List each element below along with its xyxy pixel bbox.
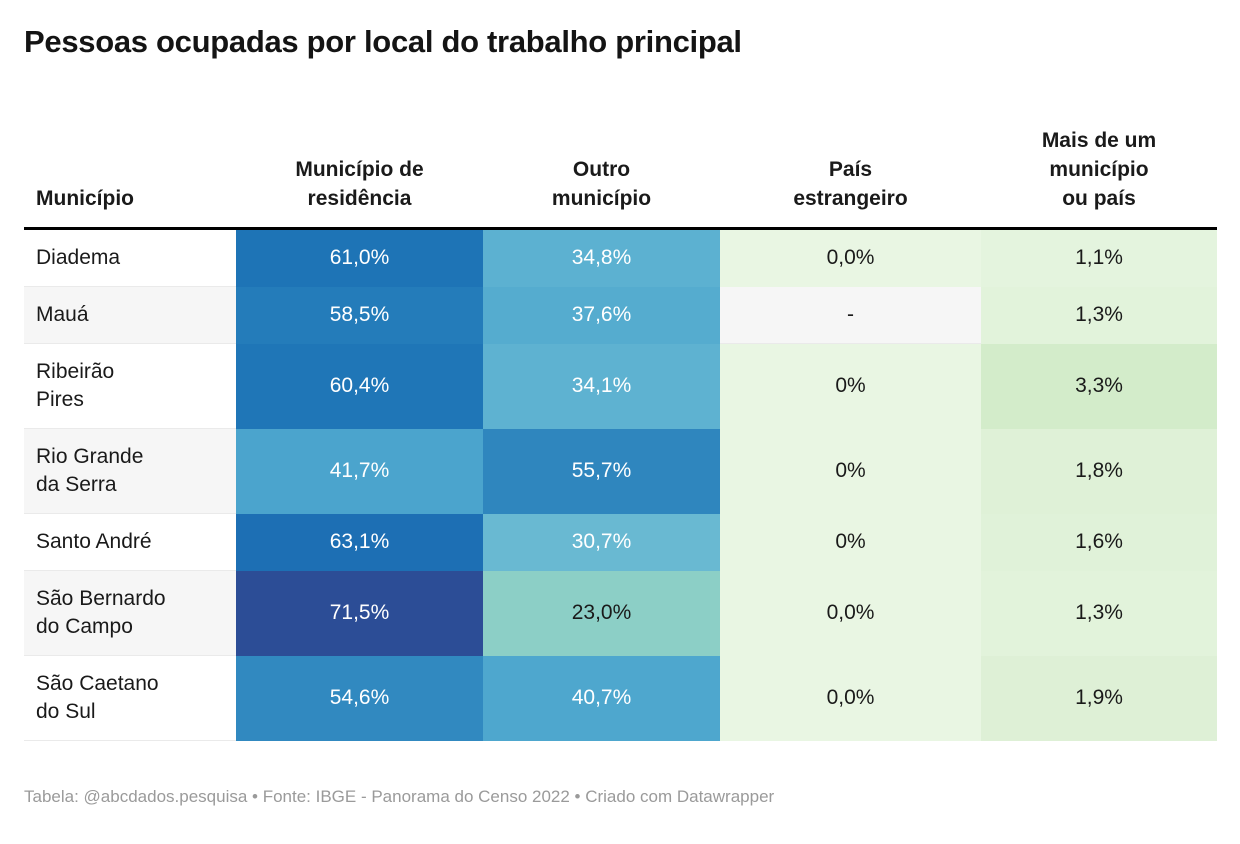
table-cell: 0,0%	[720, 655, 981, 741]
table-cell: 40,7%	[483, 655, 720, 741]
table-cell: 41,7%	[236, 428, 483, 514]
col-header-municipio-de-residencia: Município de residência	[236, 126, 483, 230]
table-header: Município Município de residência Outro …	[24, 126, 1217, 230]
table-cell: 34,1%	[483, 343, 720, 429]
table-cell: 1,3%	[981, 570, 1217, 656]
chart-title: Pessoas ocupadas por local do trabalho p…	[24, 24, 742, 59]
table-cell: 23,0%	[483, 570, 720, 656]
table-cell: 71,5%	[236, 570, 483, 656]
col-header-municipio: Município	[24, 126, 236, 230]
table-cell: 34,8%	[483, 228, 720, 287]
attribution-footer: Tabela: @abcdados.pesquisa • Fonte: IBGE…	[24, 787, 775, 806]
table-cell: 58,5%	[236, 286, 483, 344]
table-row: Diadema 61,0% 34,8% 0,0% 1,1%	[24, 228, 1217, 287]
table-row: Ribeirão Pires 60,4% 34,1% 0% 3,3%	[24, 343, 1217, 429]
table-cell: 0%	[720, 428, 981, 514]
row-label: Mauá	[24, 286, 236, 344]
table-row: Rio Grande da Serra 41,7% 55,7% 0% 1,8%	[24, 428, 1217, 514]
table-cell: 1,9%	[981, 655, 1217, 741]
table-cell: 3,3%	[981, 343, 1217, 429]
datawrapper-table-page: Pessoas ocupadas por local do trabalho p…	[24, 24, 1217, 806]
table-cell: 0%	[720, 343, 981, 429]
table-row: São Bernardo do Campo 71,5% 23,0% 0,0% 1,3%	[24, 570, 1217, 656]
row-label: Rio Grande da Serra	[24, 428, 236, 514]
row-label: Diadema	[24, 228, 236, 287]
table-cell: 1,6%	[981, 513, 1217, 571]
row-label: São Bernardo do Campo	[24, 570, 236, 656]
table-cell: 37,6%	[483, 286, 720, 344]
table-row: São Caetano do Sul 54,6% 40,7% 0,0% 1,9%	[24, 655, 1217, 741]
table-cell: 1,1%	[981, 228, 1217, 287]
table-cell: 0,0%	[720, 228, 981, 287]
table-cell: 1,3%	[981, 286, 1217, 344]
col-header-mais-de-um: Mais de um município ou país	[981, 126, 1217, 230]
table-cell: 54,6%	[236, 655, 483, 741]
row-label: Ribeirão Pires	[24, 343, 236, 429]
table-cell: -	[720, 286, 981, 344]
col-header-outro-municipio: Outro município	[483, 126, 720, 230]
data-table: Município Município de residência Outro …	[24, 126, 1217, 741]
table-row: Santo André 63,1% 30,7% 0% 1,6%	[24, 513, 1217, 571]
table-cell: 30,7%	[483, 513, 720, 571]
table-cell: 0%	[720, 513, 981, 571]
table-cell: 1,8%	[981, 428, 1217, 514]
col-header-pais-estrangeiro: País estrangeiro	[720, 126, 981, 230]
row-label: São Caetano do Sul	[24, 655, 236, 741]
row-label: Santo André	[24, 513, 236, 571]
table-cell: 0,0%	[720, 570, 981, 656]
table-cell: 61,0%	[236, 228, 483, 287]
table-body: Diadema 61,0% 34,8% 0,0% 1,1% Mauá 58,5% 37,6% -…	[24, 228, 1217, 741]
table-cell: 60,4%	[236, 343, 483, 429]
table-cell: 63,1%	[236, 513, 483, 571]
table-cell: 55,7%	[483, 428, 720, 514]
table-row: Mauá 58,5% 37,6% -1,3%	[24, 286, 1217, 344]
header-row: Município Município de residência Outro …	[24, 126, 1217, 230]
